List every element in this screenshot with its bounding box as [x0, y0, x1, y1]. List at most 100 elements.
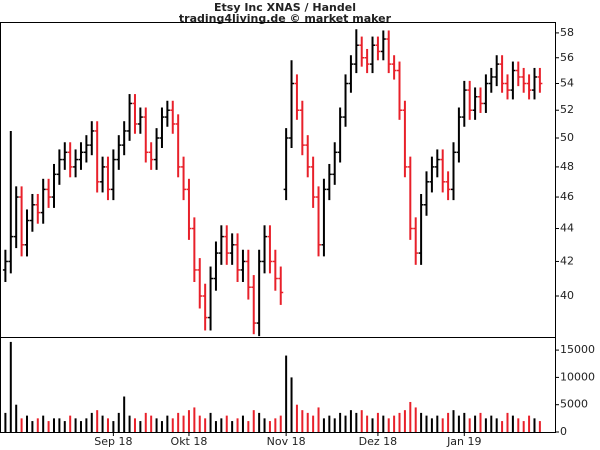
volume-bar: [241, 415, 244, 432]
volume-bar: [198, 415, 201, 432]
volume-bar: [193, 407, 196, 432]
volume-bar: [425, 415, 428, 432]
y-tick-label: 46: [560, 190, 574, 203]
y2-tick-label: 5000: [560, 398, 588, 411]
volume-bar: [247, 421, 250, 432]
volume-bar: [263, 418, 266, 432]
volume-bar: [468, 418, 471, 432]
volume-bar: [533, 418, 536, 432]
volume-bar: [155, 418, 158, 432]
volume-bar: [484, 418, 487, 432]
volume-bar: [414, 407, 417, 432]
volume-bar: [252, 410, 255, 432]
volume-bar: [36, 418, 39, 432]
volume-bar: [15, 404, 18, 432]
x-tick-label: Okt 18: [171, 435, 208, 448]
volume-bar: [420, 412, 423, 432]
chart-title: Etsy Inc XNAS / Handel: [214, 1, 356, 14]
volume-bar: [360, 410, 363, 432]
volume-bar: [290, 377, 293, 432]
volume-bar: [441, 418, 444, 432]
volume-bar: [376, 412, 379, 432]
volume-bar: [409, 401, 412, 432]
volume-bar: [387, 418, 390, 432]
volume-bar: [317, 407, 320, 432]
x-tick-label: Sep 18: [94, 435, 132, 448]
volume-bar: [90, 412, 93, 432]
volume-bar: [538, 421, 541, 432]
volume-bar: [160, 421, 163, 432]
volume-bar: [463, 412, 466, 432]
y-tick-label: 50: [560, 131, 574, 144]
volume-bar: [69, 415, 72, 432]
volume-bar: [123, 396, 126, 432]
chart-subtitle: trading4living.de © market maker: [179, 12, 392, 25]
y2-tick-label: 0: [560, 425, 567, 438]
y-tick-label: 52: [560, 103, 574, 116]
volume-bar: [117, 412, 120, 432]
volume-bar: [231, 421, 234, 432]
y-tick-label: 54: [560, 77, 574, 90]
volume-bar: [501, 421, 504, 432]
volume-bar: [436, 415, 439, 432]
volume-bar: [398, 412, 401, 432]
volume-bar: [528, 415, 531, 432]
y-tick-label: 58: [560, 26, 574, 39]
volume-bar: [301, 410, 304, 432]
volume-bar: [333, 418, 336, 432]
volume-bar: [112, 421, 115, 432]
volume-bar: [204, 418, 207, 432]
volume-bar: [42, 415, 45, 432]
x-tick-label: Nov 18: [267, 435, 306, 448]
volume-bar: [328, 415, 331, 432]
volume-bar: [25, 415, 28, 432]
volume-bar: [4, 412, 7, 432]
volume-bar: [139, 421, 142, 432]
volume-bar: [474, 415, 477, 432]
volume-bar: [209, 412, 212, 432]
volume-bar: [144, 412, 147, 432]
volume-bar: [47, 421, 50, 432]
volume-bar: [101, 415, 104, 432]
volume-bar: [177, 412, 180, 432]
volume-bar: [128, 415, 131, 432]
volume-bar: [506, 412, 509, 432]
volume-bar: [452, 410, 455, 432]
volume-bar: [85, 418, 88, 432]
volume-bar: [457, 415, 460, 432]
volume-bar: [479, 412, 482, 432]
volume-bar: [447, 412, 450, 432]
volume-bar: [63, 421, 66, 432]
volume-bar: [236, 418, 239, 432]
volume-bar: [344, 415, 347, 432]
volume-bar: [371, 418, 374, 432]
y-tick-label: 40: [560, 289, 574, 302]
volume-bar: [339, 412, 342, 432]
volume-bar: [258, 412, 261, 432]
volume-bar: [430, 418, 433, 432]
volume-bar: [182, 415, 185, 432]
volume-bar: [106, 418, 109, 432]
volume-bar: [312, 415, 315, 432]
y-tick-label: 42: [560, 254, 574, 267]
volume-bar: [393, 415, 396, 432]
volume-bar: [150, 415, 153, 432]
volume-bar: [220, 418, 223, 432]
volume-bar: [349, 410, 352, 432]
y-tick-label: 56: [560, 51, 574, 64]
volume-bar: [20, 418, 23, 432]
y-tick-label: 44: [560, 222, 574, 235]
volume-bar: [285, 355, 288, 432]
volume-bar: [274, 418, 277, 432]
volume-bar: [295, 404, 298, 432]
y2-tick-label: 10000: [560, 370, 595, 383]
volume-bar: [355, 412, 358, 432]
volume-bar: [279, 415, 282, 432]
volume-bar: [9, 341, 12, 432]
volume-bar: [268, 421, 271, 432]
volume-bar: [403, 410, 406, 432]
volume-bar: [58, 418, 61, 432]
volume-bar: [382, 415, 385, 432]
volume-bar: [306, 412, 309, 432]
